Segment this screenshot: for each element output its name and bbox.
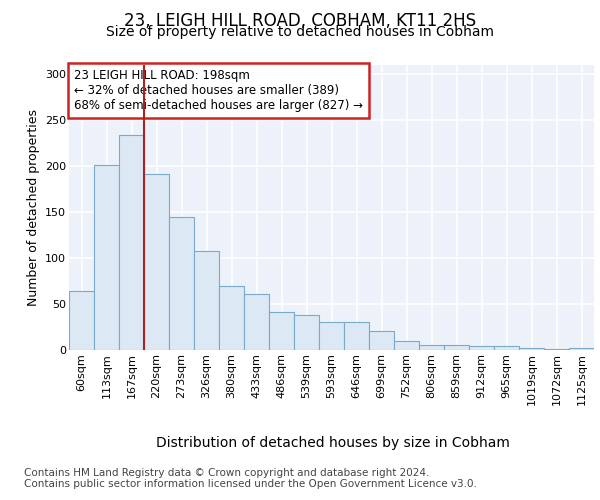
- Bar: [419, 346, 444, 350]
- Bar: [444, 346, 469, 350]
- Bar: [69, 291, 94, 350]
- Bar: [494, 346, 519, 350]
- Bar: [169, 216, 194, 350]
- Bar: [94, 165, 119, 350]
- Text: 23, LEIGH HILL ROAD, COBHAM, KT11 2HS: 23, LEIGH HILL ROAD, COBHAM, KT11 2HS: [124, 12, 476, 30]
- Bar: [394, 341, 419, 350]
- Bar: [194, 250, 219, 350]
- Bar: [144, 174, 169, 350]
- Text: Distribution of detached houses by size in Cobham: Distribution of detached houses by size …: [156, 436, 510, 450]
- Y-axis label: Number of detached properties: Number of detached properties: [26, 109, 40, 306]
- Text: 23 LEIGH HILL ROAD: 198sqm
← 32% of detached houses are smaller (389)
68% of sem: 23 LEIGH HILL ROAD: 198sqm ← 32% of deta…: [74, 70, 363, 112]
- Bar: [519, 348, 544, 350]
- Bar: [469, 346, 494, 350]
- Text: Contains HM Land Registry data © Crown copyright and database right 2024.
Contai: Contains HM Land Registry data © Crown c…: [24, 468, 477, 489]
- Bar: [294, 315, 319, 350]
- Bar: [219, 286, 244, 350]
- Bar: [319, 322, 344, 350]
- Bar: [119, 135, 144, 350]
- Bar: [544, 349, 569, 350]
- Bar: [244, 294, 269, 350]
- Text: Size of property relative to detached houses in Cobham: Size of property relative to detached ho…: [106, 25, 494, 39]
- Bar: [344, 322, 369, 350]
- Bar: [569, 348, 594, 350]
- Bar: [369, 330, 394, 350]
- Bar: [269, 312, 294, 350]
